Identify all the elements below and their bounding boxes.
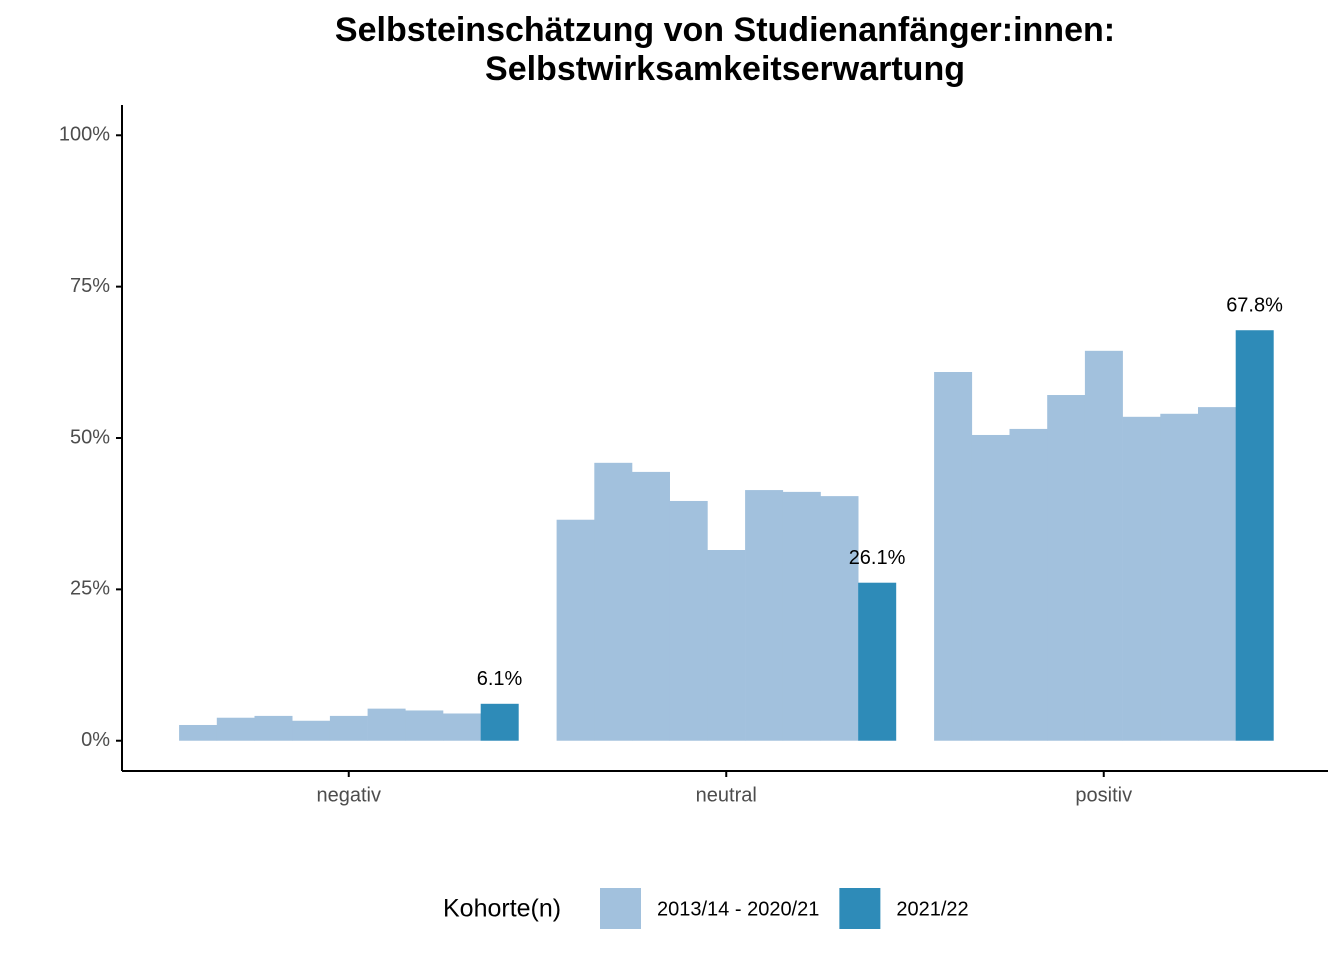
chart-title: Selbstwirksamkeitserwartung [485,50,965,88]
data-label: 6.1% [477,668,523,690]
bar [782,491,821,741]
bar [405,710,444,741]
x-tick-label: negativ [317,784,382,806]
bar [254,715,293,741]
bar [632,471,670,741]
bar [594,462,633,741]
bar [971,434,1010,741]
bar [1047,395,1086,741]
bar [1160,413,1199,741]
bar [707,550,746,741]
legend-swatch [600,888,641,929]
bar [1235,330,1274,741]
bar [820,496,859,741]
y-tick-label: 75% [70,275,110,297]
legend-label: 2013/14 - 2020/21 [657,898,819,920]
data-label: 67.8% [1226,295,1283,317]
x-tick-label: neutral [696,784,757,806]
y-tick-label: 100% [59,124,110,146]
x-tick-label: positiv [1075,784,1132,806]
legend-title: Kohorte(n) [443,895,561,923]
bar [179,724,218,741]
y-tick-label: 0% [81,729,110,751]
bar [934,372,973,741]
bar [1009,428,1048,741]
y-tick-label: 50% [70,426,110,448]
bar [745,490,784,741]
legend-label: 2021/22 [896,898,968,920]
bar [669,500,708,741]
bar [480,703,519,741]
legend-swatch [839,888,881,929]
bar [858,582,897,741]
bar [556,519,595,741]
bar [1084,350,1123,741]
chart-title: Selbsteinschätzung von Studienanfänger:i… [335,11,1115,49]
bar [1122,416,1161,741]
bar [443,713,481,741]
bar [367,708,406,741]
y-tick-label: 25% [70,578,110,600]
data-label: 26.1% [849,547,906,569]
bar [292,720,331,741]
bar [329,715,368,741]
bar [216,717,255,741]
bar [1198,407,1236,741]
